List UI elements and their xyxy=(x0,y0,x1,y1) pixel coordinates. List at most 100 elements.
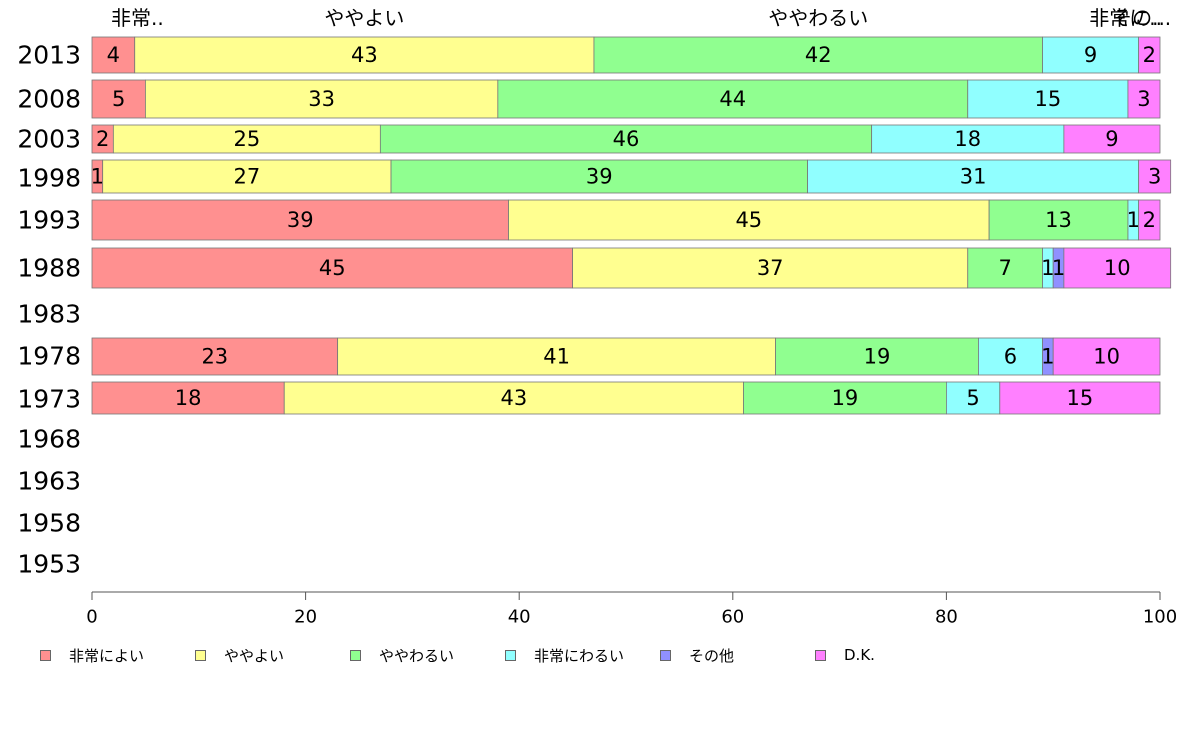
legend-item: ややわるい xyxy=(350,643,454,667)
bar-segment xyxy=(112,124,381,154)
data-label: 1 xyxy=(1041,345,1054,369)
bar-segment xyxy=(91,337,339,376)
bar-segment xyxy=(91,79,146,119)
bar-segment xyxy=(946,381,1001,415)
data-label: 3 xyxy=(1137,87,1150,111)
legend-label: 非常にわるい xyxy=(534,646,625,665)
data-label: 46 xyxy=(613,127,640,151)
bar-segment xyxy=(283,381,744,415)
legend-swatch xyxy=(195,649,206,661)
data-label: 33 xyxy=(308,87,335,111)
bar-segment xyxy=(871,124,1065,154)
legend-swatch xyxy=(40,649,51,661)
legend-label: D.K. xyxy=(844,646,875,664)
legend-label: ややよい xyxy=(224,646,285,665)
data-label: 23 xyxy=(201,345,228,369)
data-label: 5 xyxy=(966,386,979,410)
series-top-label: ややわるい xyxy=(768,6,868,30)
bar-segment xyxy=(390,159,808,194)
bar-segment xyxy=(1138,159,1172,194)
legend-item: 非常によい xyxy=(40,643,144,667)
bar-segment xyxy=(1042,36,1140,74)
year-label: 2003 xyxy=(17,125,81,154)
data-label: 45 xyxy=(319,256,346,280)
series-top-label: ややよい xyxy=(324,6,404,30)
bar-segment xyxy=(134,36,595,74)
x-tick-label: 60 xyxy=(721,607,744,628)
series-top-label: その... xyxy=(1112,6,1171,30)
data-label: 10 xyxy=(1093,345,1120,369)
legend-swatch xyxy=(505,649,516,661)
bar-segment xyxy=(91,381,285,415)
bar-segment xyxy=(967,79,1129,119)
year-label: 1983 xyxy=(17,300,81,329)
year-label: 1973 xyxy=(17,385,81,414)
legend-swatch xyxy=(815,649,826,661)
legend-item: ややよい xyxy=(195,643,284,667)
data-label: 1 xyxy=(1052,256,1065,280)
year-label: 2013 xyxy=(17,41,81,70)
bar-segment xyxy=(1052,337,1161,376)
data-label: 25 xyxy=(233,127,260,151)
data-label: 1 xyxy=(91,165,104,189)
series-top-label: 非常に.. xyxy=(1089,6,1162,30)
data-label: 15 xyxy=(1067,386,1094,410)
data-label: 2 xyxy=(1143,43,1156,67)
x-tick-label: 0 xyxy=(86,607,97,628)
data-label: 45 xyxy=(735,208,762,232)
year-label: 1963 xyxy=(17,467,81,496)
data-label: 19 xyxy=(864,345,891,369)
data-label: 2 xyxy=(96,127,109,151)
bar-segment xyxy=(91,247,574,289)
data-label: 2 xyxy=(1143,208,1156,232)
data-label: 42 xyxy=(805,43,832,67)
data-label: 1 xyxy=(1041,256,1054,280)
legend-swatch xyxy=(660,649,671,661)
bar-segment xyxy=(1127,79,1161,119)
legend-label: その他 xyxy=(689,646,735,665)
year-label: 1958 xyxy=(17,509,81,538)
year-label: 1988 xyxy=(17,254,81,283)
data-label: 43 xyxy=(500,386,527,410)
bar-segment xyxy=(1063,247,1172,289)
bar-segment xyxy=(497,79,969,119)
data-label: 19 xyxy=(832,386,859,410)
data-label: 4 xyxy=(107,43,120,67)
legend-swatch xyxy=(350,649,361,661)
data-label: 44 xyxy=(719,87,746,111)
year-label: 1953 xyxy=(17,550,81,579)
data-label: 9 xyxy=(1105,127,1118,151)
year-label: 2008 xyxy=(17,85,81,114)
legend-item: その他 xyxy=(660,643,734,667)
data-label: 41 xyxy=(543,345,570,369)
bar-segment xyxy=(593,36,1043,74)
bar-segment xyxy=(102,159,392,194)
bar-segment xyxy=(379,124,873,154)
bar-segment xyxy=(1138,36,1161,74)
bar-segment xyxy=(1063,124,1161,154)
data-label: 10 xyxy=(1104,256,1131,280)
chart-legend: 非常によい ややよい ややわるい 非常にわるい その他 D.K. xyxy=(40,643,1140,667)
year-label: 1978 xyxy=(17,342,81,371)
data-label: 5 xyxy=(112,87,125,111)
legend-label: 非常によい xyxy=(69,646,145,665)
year-label: 1993 xyxy=(17,206,81,235)
bar-segment xyxy=(967,247,1043,289)
bar-segment xyxy=(572,247,969,289)
data-label: 15 xyxy=(1034,87,1061,111)
data-label: 7 xyxy=(998,256,1011,280)
year-label: 1998 xyxy=(17,164,81,193)
x-tick-label: 100 xyxy=(1143,607,1177,628)
data-label: 6 xyxy=(1004,345,1017,369)
bar-segment xyxy=(807,159,1140,194)
data-label: 43 xyxy=(351,43,378,67)
bar-segment xyxy=(1138,199,1161,241)
x-tick-label: 80 xyxy=(935,607,958,628)
data-label: 39 xyxy=(586,165,613,189)
data-label: 9 xyxy=(1084,43,1097,67)
data-label: 18 xyxy=(954,127,981,151)
data-label: 31 xyxy=(960,165,987,189)
bar-segment xyxy=(508,199,990,241)
